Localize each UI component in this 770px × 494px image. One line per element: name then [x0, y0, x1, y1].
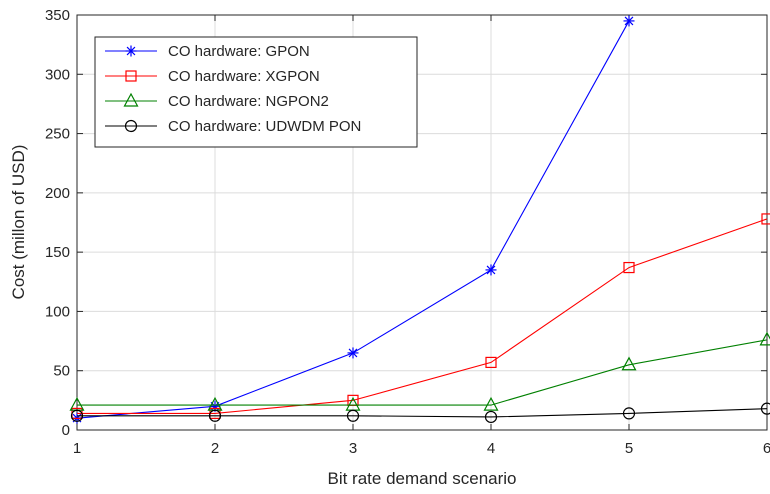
legend-label: CO hardware: GPON — [168, 43, 310, 60]
legend-label: CO hardware: UDWDM PON — [168, 118, 361, 135]
x-tick-label: 5 — [625, 440, 633, 457]
series-line — [77, 218, 768, 414]
data-point-triangle — [621, 356, 637, 371]
x-axis-label: Bit rate demand scenario — [328, 469, 517, 488]
legend: CO hardware: GPON CO hardware: XGPON CO ha… — [94, 36, 418, 148]
legend-item: CO hardware: GPON — [105, 43, 310, 60]
y-tick-label: 300 — [45, 66, 70, 83]
x-tick-label: 3 — [349, 440, 357, 457]
plot-area-frame — [76, 14, 768, 431]
legend-item: CO hardware: UDWDM PON — [105, 118, 361, 135]
data-point-square — [125, 70, 137, 82]
y-axis-label: Cost (millon of USD) — [9, 145, 28, 300]
data-point-triangle — [483, 396, 499, 411]
x-tick-label: 4 — [487, 440, 495, 457]
data-point-asterisk — [485, 264, 497, 276]
legend-label: CO hardware: XGPON — [168, 68, 320, 85]
y-tick-label: 350 — [45, 7, 70, 24]
series-triangle — [69, 331, 770, 411]
series-line — [77, 408, 768, 418]
data-point-triangle — [759, 331, 770, 346]
series-square — [71, 213, 770, 419]
series-circle — [70, 402, 770, 424]
x-tick-label: 1 — [73, 440, 81, 457]
data-point-square — [485, 356, 497, 369]
data-point-circle — [124, 119, 138, 133]
legend-label: CO hardware: NGPON2 — [168, 93, 329, 110]
legend-box — [94, 36, 418, 148]
data-point-square — [623, 261, 635, 274]
legend-item: CO hardware: XGPON — [105, 68, 320, 85]
data-point-asterisk — [623, 15, 635, 27]
series-line — [77, 339, 768, 406]
x-axis-ticks: 1 2 3 4 5 6 — [73, 15, 770, 457]
legend-item: CO hardware: NGPON2 — [105, 92, 329, 110]
y-axis-ticks: 0 50 100 150 200 250 300 350 — [45, 7, 767, 439]
data-point-circle — [760, 402, 770, 415]
y-tick-label: 200 — [45, 185, 70, 202]
x-tick-label: 6 — [763, 440, 770, 457]
data-point-triangle — [123, 92, 139, 107]
data-point-circle — [346, 409, 360, 422]
data-point-circle — [484, 410, 498, 424]
x-tick-label: 2 — [211, 440, 219, 457]
y-tick-label: 50 — [53, 363, 70, 380]
series-layer — [69, 15, 770, 424]
y-tick-label: 0 — [62, 422, 70, 439]
data-point-square — [761, 213, 770, 225]
y-tick-label: 100 — [45, 303, 70, 320]
data-point-asterisk — [125, 45, 137, 57]
y-tick-label: 150 — [45, 244, 70, 261]
data-point-circle — [70, 409, 84, 422]
data-point-circle — [208, 409, 222, 422]
y-tick-label: 250 — [45, 126, 70, 143]
data-point-circle — [622, 407, 636, 420]
data-point-asterisk — [347, 347, 359, 359]
